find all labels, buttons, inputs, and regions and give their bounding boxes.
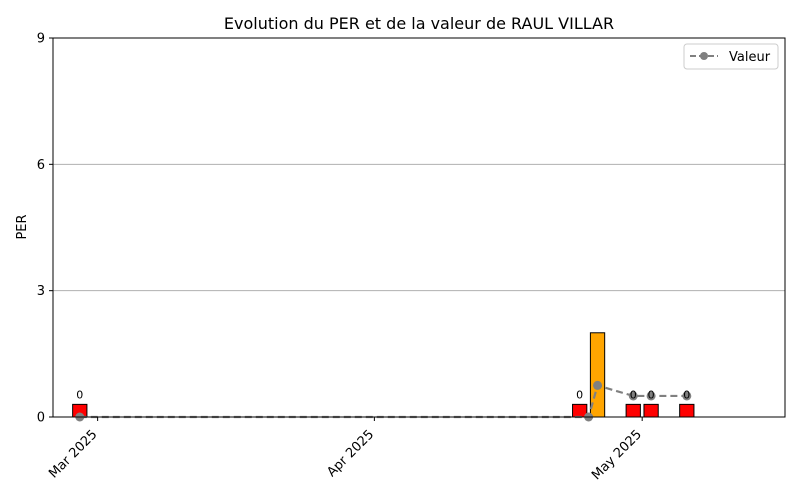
bars [72, 332, 695, 418]
series-point [628, 391, 638, 401]
plot-frame [52, 37, 786, 418]
y-axis-label: PER [15, 214, 30, 239]
legend-marker [700, 52, 708, 60]
bar-value-label: 0 [576, 388, 583, 401]
x-tick-label: May 2025 [589, 427, 645, 483]
bar [643, 403, 659, 418]
series-point [593, 380, 603, 390]
y-tick-label: 0 [37, 411, 45, 426]
bar-value-label: 0 [76, 388, 83, 401]
series-point [646, 391, 656, 401]
grid-lines [53, 163, 785, 292]
bar [625, 403, 641, 418]
bar-value-label: 0 [648, 388, 655, 401]
x-axis: Mar 2025 Apr 2025 May 2025 [46, 417, 645, 483]
y-tick-label: 6 [37, 158, 45, 173]
legend-label: Valeur [729, 50, 771, 65]
y-axis: 0 3 6 9 [37, 32, 53, 426]
legend: Valeur [683, 43, 779, 70]
bar [679, 403, 695, 418]
x-tick-label: Apr 2025 [324, 427, 377, 480]
x-tick-label: Mar 2025 [46, 427, 100, 481]
bar-value-label: 0 [683, 388, 690, 401]
chart-title: Evolution du PER et de la valeur de RAUL… [224, 14, 614, 33]
y-tick-label: 9 [37, 32, 45, 47]
y-tick-label: 3 [37, 284, 45, 299]
series-point [682, 391, 692, 401]
bar-value-label: 0 [630, 388, 637, 401]
legend-box [683, 43, 779, 70]
